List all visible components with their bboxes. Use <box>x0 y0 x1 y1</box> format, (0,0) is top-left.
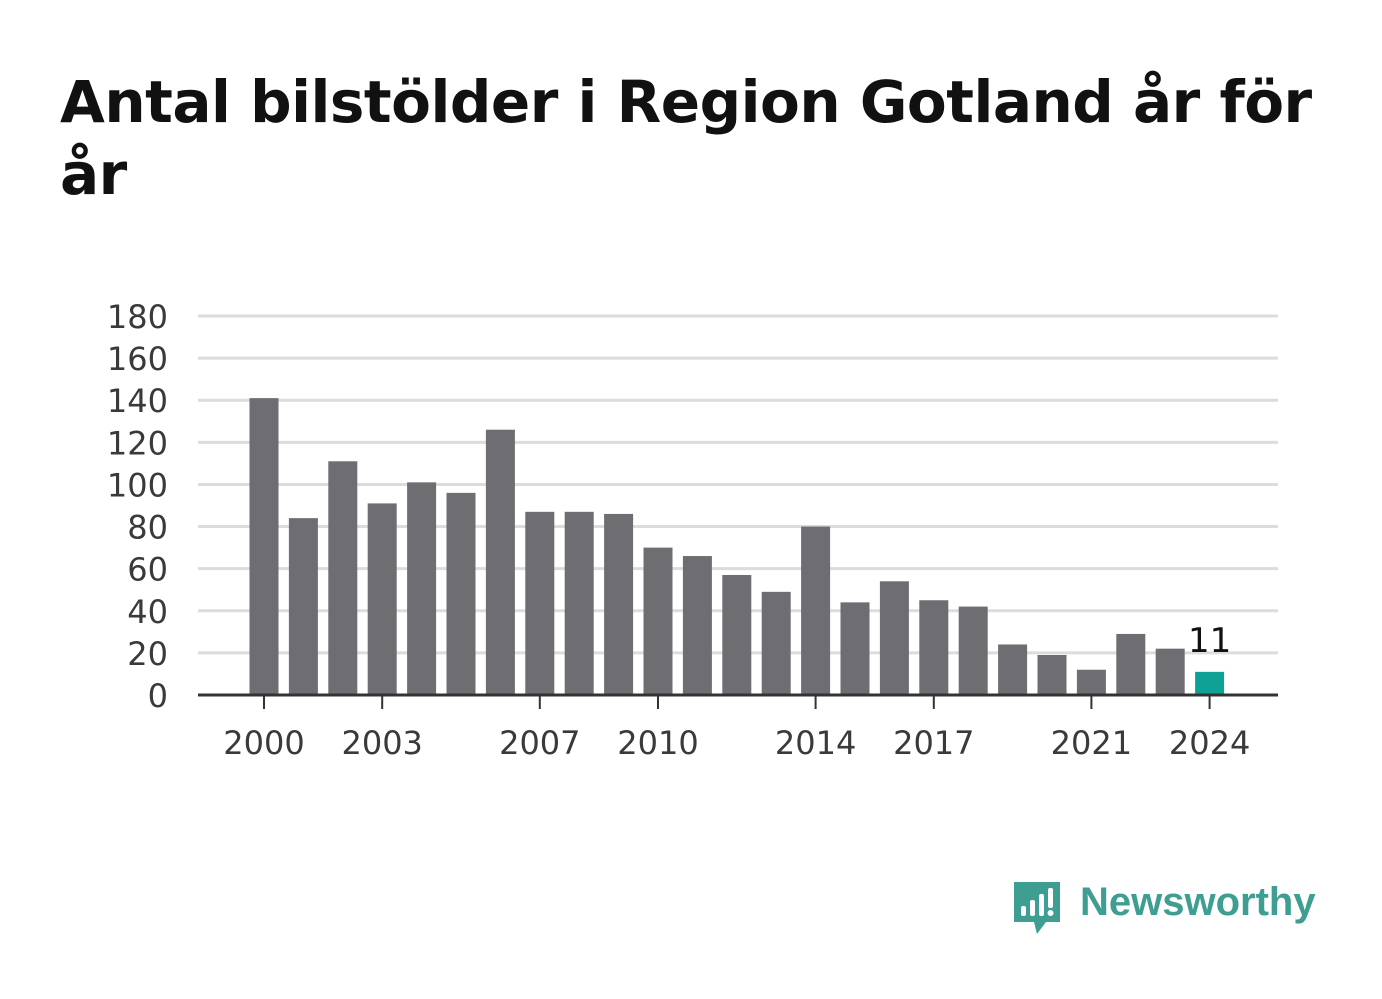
y-tick-label: 120 <box>107 424 168 462</box>
bar-2008 <box>564 511 594 695</box>
data-labels: 11 <box>1188 621 1231 661</box>
x-tick-label: 2000 <box>223 724 304 762</box>
bar-2016 <box>879 581 909 695</box>
bar-2018 <box>958 606 988 695</box>
bars <box>249 398 1225 695</box>
x-tick-label: 2003 <box>341 724 422 762</box>
bar-2010 <box>643 547 673 695</box>
bar-2017 <box>919 600 949 695</box>
data-label-2024: 11 <box>1188 621 1231 661</box>
gridlines <box>198 314 1278 655</box>
bar-2011 <box>682 556 712 695</box>
brand-name: Newsworthy <box>1080 880 1316 924</box>
bar-2004 <box>407 482 437 695</box>
bar-2001 <box>288 518 318 695</box>
bar-2007 <box>525 511 555 695</box>
bar-2013 <box>761 591 791 695</box>
bar-2014 <box>801 526 831 695</box>
bar-2006 <box>485 429 515 695</box>
bar-2015 <box>840 602 870 695</box>
chart-title: Antal bilstölder i Region Gotland år för… <box>60 68 1312 208</box>
y-axis-ticks: 0 20 40 60 80 100 120 140 160 180 <box>107 298 168 715</box>
bar-2000 <box>249 398 279 695</box>
y-tick-label: 160 <box>107 340 168 378</box>
bar-2003 <box>367 503 397 695</box>
bar-2009 <box>604 513 634 695</box>
x-axis: 2000 2003 2007 2010 2014 2017 2021 2024 <box>198 693 1278 762</box>
x-tick-label: 2017 <box>893 724 974 762</box>
bar-2012 <box>722 574 752 695</box>
bar-2019 <box>998 644 1028 695</box>
y-tick-label: 40 <box>127 593 168 631</box>
y-tick-label: 180 <box>107 298 168 336</box>
brand-logo: Newsworthy <box>1010 878 1330 942</box>
bar-2024 <box>1195 671 1225 695</box>
x-tick-label: 2014 <box>775 724 856 762</box>
y-tick-label: 60 <box>127 551 168 589</box>
bar-2023 <box>1155 648 1185 695</box>
y-tick-label: 0 <box>148 677 168 715</box>
y-tick-label: 100 <box>107 466 168 504</box>
bar-2002 <box>328 461 358 695</box>
bar-2021 <box>1076 669 1106 695</box>
y-tick-label: 20 <box>127 635 168 673</box>
x-tick-label: 2007 <box>499 724 580 762</box>
x-tick-label: 2024 <box>1169 724 1250 762</box>
bar-2022 <box>1116 633 1146 695</box>
bar-2020 <box>1037 654 1067 695</box>
y-tick-label: 80 <box>127 509 168 547</box>
bar-2005 <box>446 492 476 695</box>
x-tick-label: 2010 <box>617 724 698 762</box>
y-tick-label: 140 <box>107 382 168 420</box>
x-tick-label: 2021 <box>1051 724 1132 762</box>
newsworthy-logo-icon <box>1014 882 1060 934</box>
